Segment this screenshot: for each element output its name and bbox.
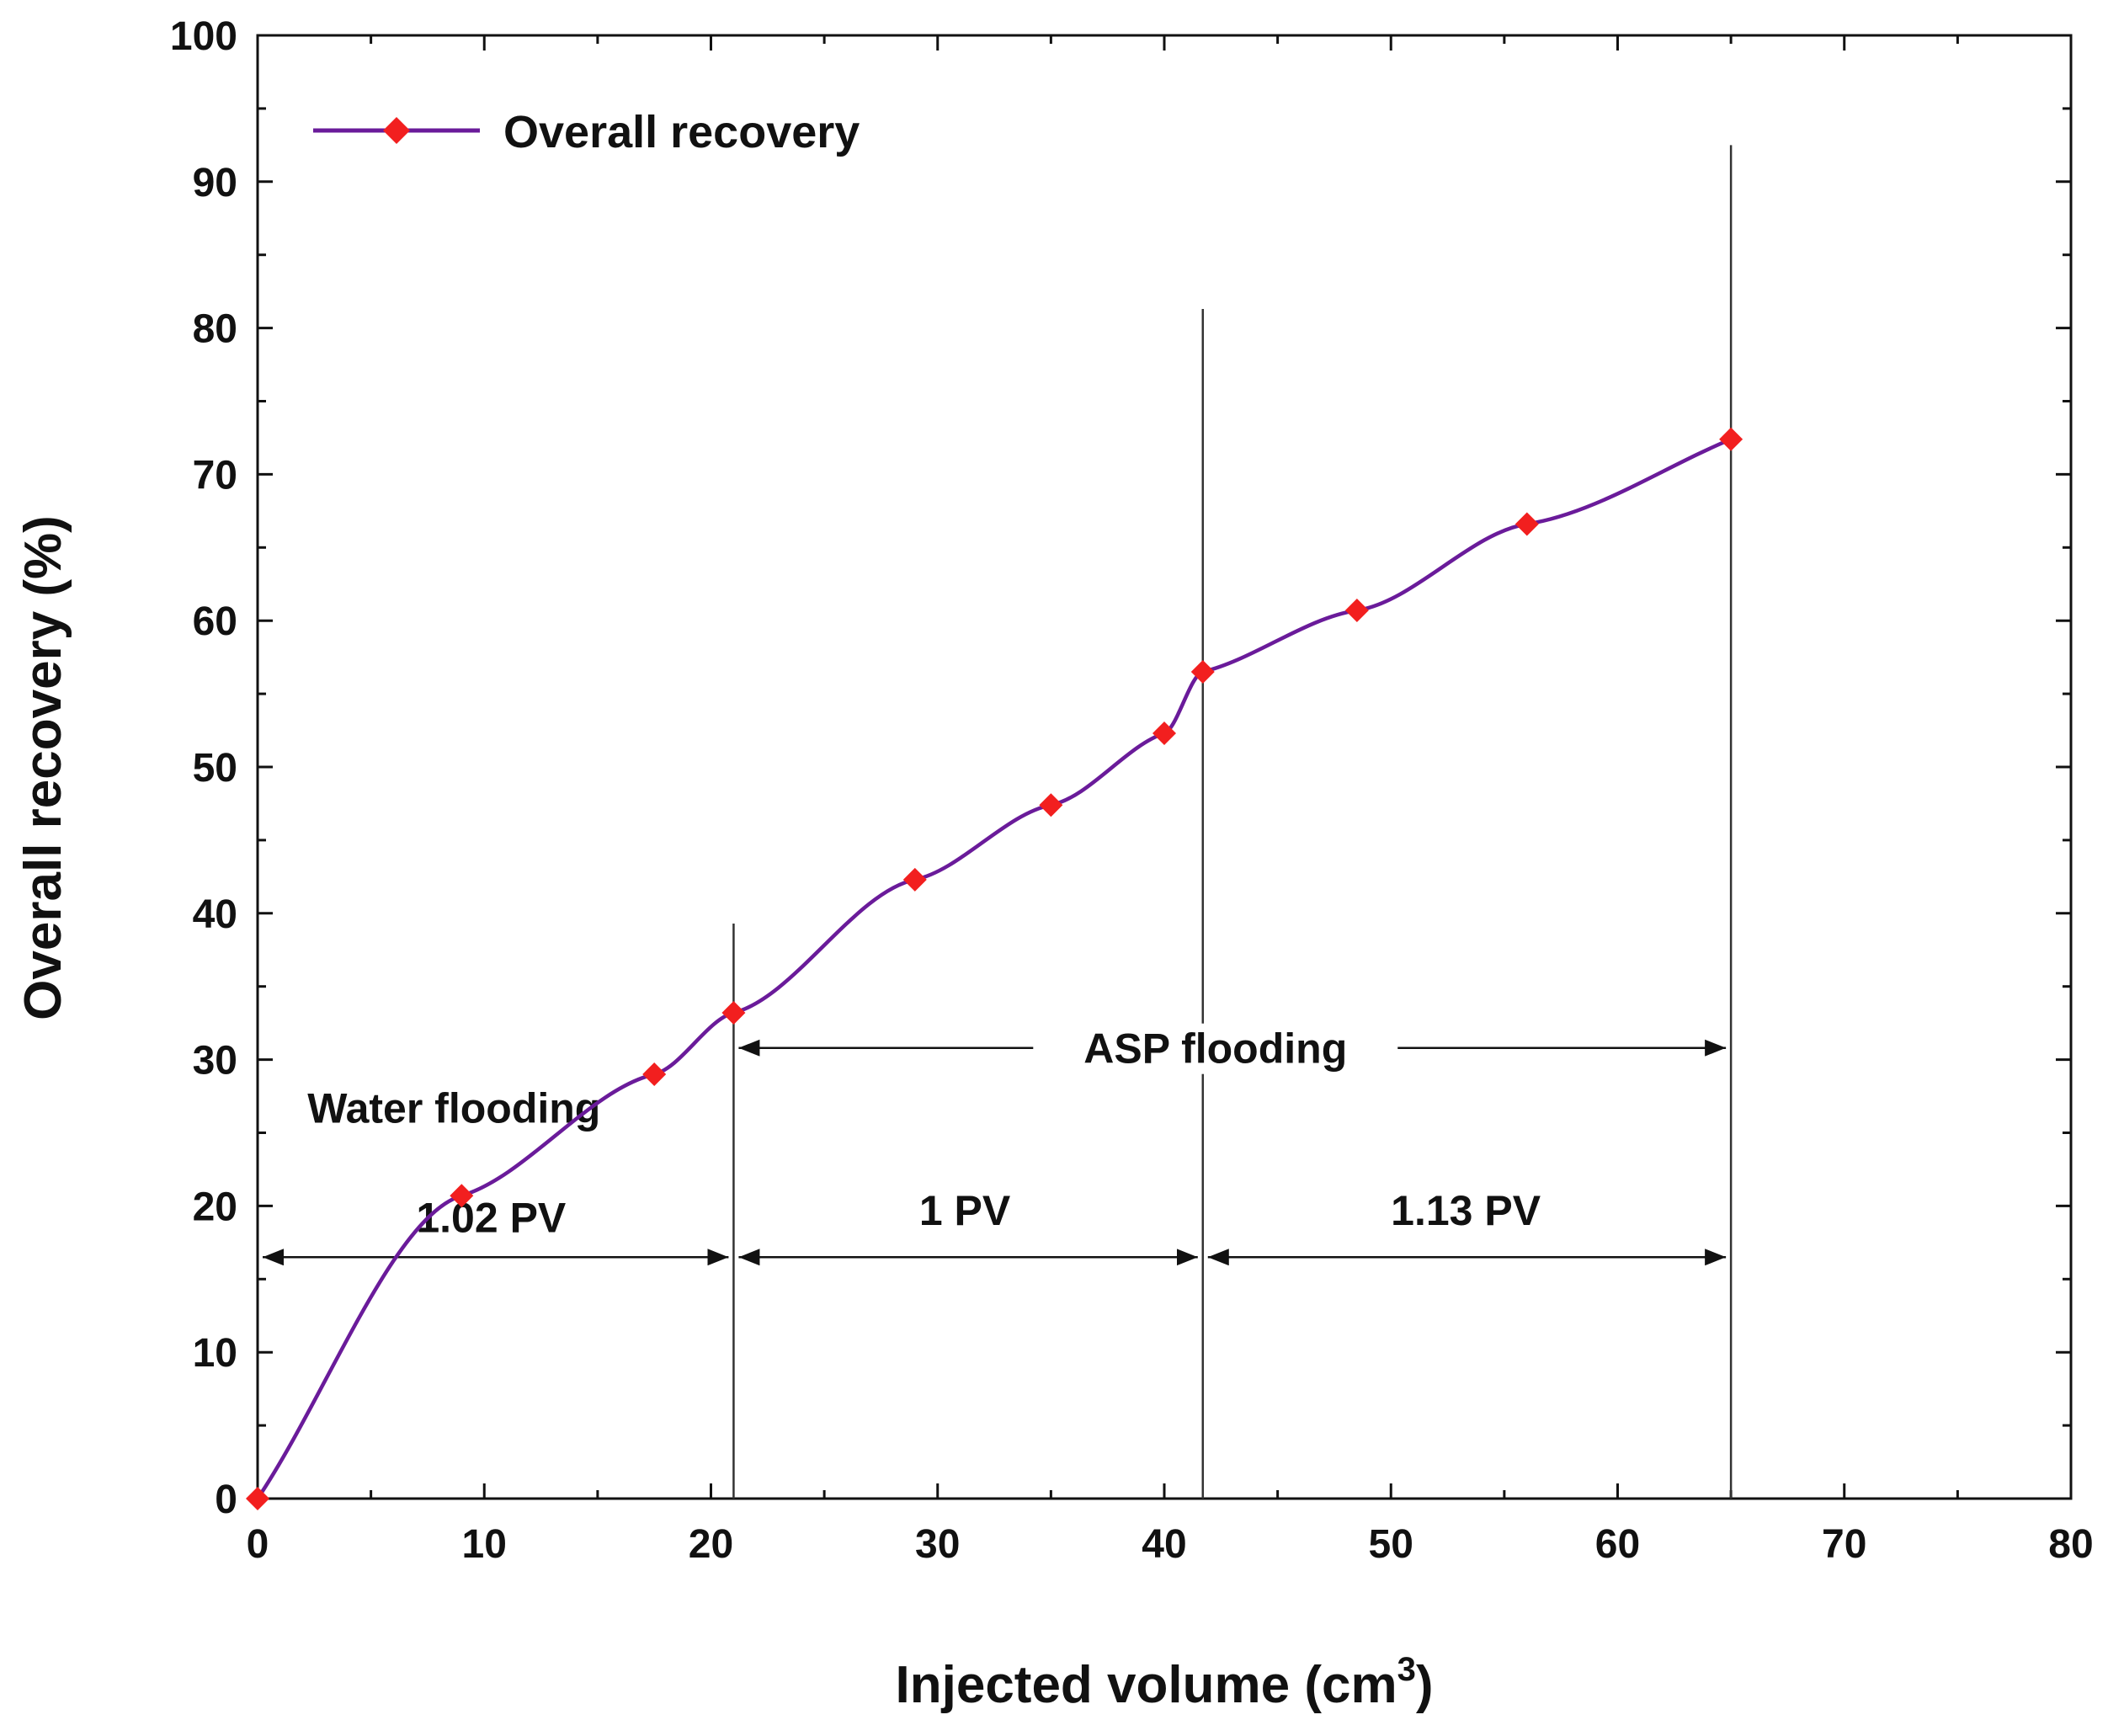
x-tick-label: 30	[915, 1522, 960, 1567]
x-axis-title-main: Injected volume (cm	[896, 1656, 1397, 1714]
asp-flooding-label: ASP flooding	[1083, 1025, 1347, 1073]
y-tick-label: 0	[215, 1478, 237, 1522]
asp-flooding-group: ASP flooding	[1033, 1023, 1398, 1074]
y-tick-label: 40	[193, 892, 237, 937]
data-point-marker	[1190, 660, 1215, 684]
data-point-marker	[246, 1487, 269, 1510]
x-tick-label: 10	[462, 1522, 507, 1567]
x-axis-title-end: )	[1416, 1656, 1434, 1714]
y-tick-label: 10	[193, 1331, 237, 1376]
x-tick-label: 50	[1369, 1522, 1413, 1567]
data-point-marker	[1514, 512, 1539, 536]
pv-1-label-background	[411, 1192, 572, 1243]
x-axis-title: Injected volume (cm3)	[896, 1651, 1434, 1714]
plot-frame	[256, 34, 2073, 1500]
y-axis-title: Overall recovery (%)	[14, 515, 72, 1020]
series-line	[256, 437, 1732, 1500]
y-tick-label: 80	[193, 307, 237, 352]
data-point-marker	[1719, 427, 1743, 451]
y-tick-label: 60	[193, 599, 237, 644]
data-point-marker	[1039, 793, 1063, 817]
axis-ticks: 0 10 20 30 40 50 60 70 80 0 10 20 30 40 50 60 70 80 90 100	[170, 14, 2094, 1567]
x-tick-label: 70	[1822, 1522, 1866, 1567]
data-point-marker	[721, 1000, 746, 1025]
pv-1-group: 1.02 PV	[411, 1192, 572, 1243]
water-flooding-label: Water flooding	[307, 1084, 600, 1132]
pv-2-label: 1 PV	[919, 1187, 1011, 1234]
series-overall-recovery	[246, 427, 1743, 1510]
pv-1-label: 1.02 PV	[416, 1195, 567, 1242]
legend-label: Overall recovery	[503, 107, 860, 157]
x-axis-title-superscript: 3	[1397, 1651, 1416, 1688]
x-tick-label: 40	[1142, 1522, 1186, 1567]
y-tick-label: 70	[193, 453, 237, 498]
y-tick-label: 50	[193, 746, 237, 791]
data-point-marker	[450, 1184, 474, 1208]
asp-label-background	[1033, 1023, 1398, 1074]
x-tick-label: 0	[247, 1522, 269, 1567]
y-tick-label: 30	[193, 1039, 237, 1084]
legend-marker	[383, 117, 410, 144]
x-tick-label: 60	[1595, 1522, 1640, 1567]
data-point-marker	[1344, 599, 1369, 623]
legend: Overall recovery	[313, 107, 860, 157]
data-point-marker	[642, 1062, 667, 1086]
phase-boundary-lines	[732, 145, 1733, 1499]
pv-3-label: 1.13 PV	[1391, 1187, 1541, 1234]
data-point-marker	[1152, 722, 1176, 746]
x-tick-label: 80	[2048, 1522, 2093, 1567]
y-tick-label: 20	[193, 1185, 237, 1229]
y-tick-label: 100	[170, 14, 237, 59]
data-point-marker	[902, 867, 927, 892]
x-tick-label: 20	[689, 1522, 733, 1567]
y-tick-label: 90	[193, 161, 237, 205]
